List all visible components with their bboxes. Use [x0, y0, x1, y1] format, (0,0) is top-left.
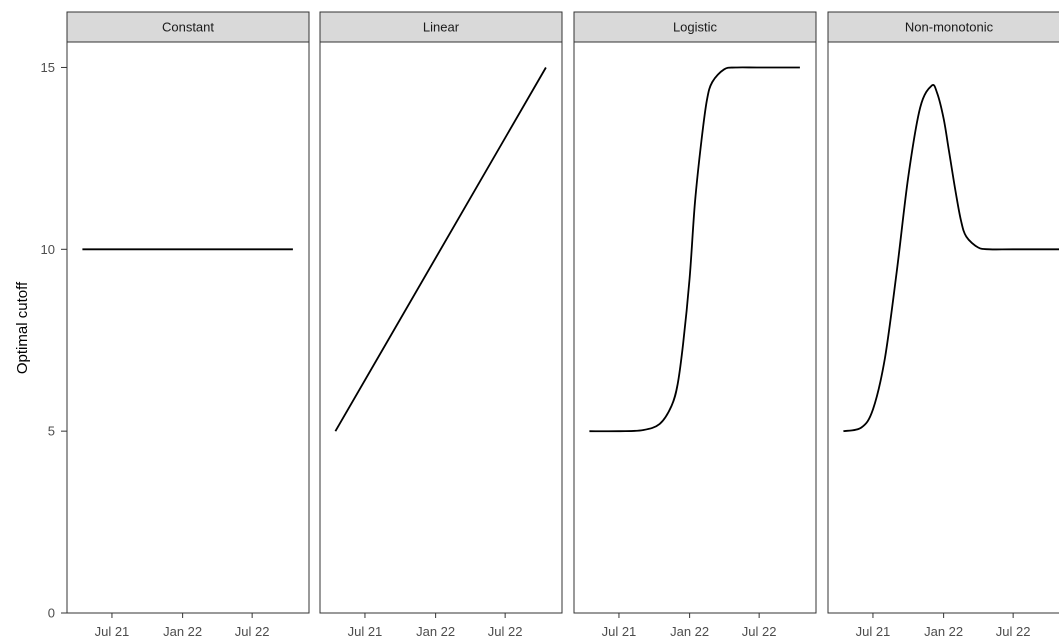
x-tick-label: Jul 21 — [856, 624, 891, 639]
x-tick-label: Jul 22 — [742, 624, 777, 639]
y-axis-ticks: 0 5 10 15 — [41, 60, 67, 621]
panel-linear: Linear Jul 21 Jan 22 Jul 22 — [319, 11, 563, 639]
series-line — [334, 67, 547, 432]
panel-border — [827, 41, 1059, 614]
x-tick-label: Jul 21 — [348, 624, 383, 639]
panel-border — [319, 41, 563, 614]
facet-panels: Constant Jul 21 Jan 22 Jul 22 Linear Jul 21 Ja… — [66, 11, 1059, 639]
x-tick-label: Jan 22 — [670, 624, 709, 639]
facet-title: Non-monotonic — [905, 20, 994, 35]
panel-constant: Constant Jul 21 Jan 22 Jul 22 — [66, 11, 310, 639]
y-axis-label: Optimal cutoff — [14, 281, 31, 374]
x-tick-label: Jul 22 — [235, 624, 270, 639]
panel-non-monotonic: Non-monotonic Jul 21 Jan 22 Jul 22 — [827, 11, 1059, 639]
facet-strip — [827, 11, 1059, 43]
y-tick-label: 5 — [48, 424, 55, 439]
y-tick-label: 15 — [41, 60, 55, 75]
x-tick-label: Jan 22 — [416, 624, 455, 639]
x-tick-label: Jul 22 — [488, 624, 523, 639]
x-tick-label: Jan 22 — [163, 624, 202, 639]
facet-strip — [573, 11, 817, 43]
y-tick-label: 0 — [48, 606, 55, 621]
facet-strip — [66, 11, 310, 43]
facet-title: Linear — [423, 20, 460, 35]
facet-title: Constant — [162, 20, 214, 35]
facet-title: Logistic — [673, 20, 718, 35]
panel-border — [66, 41, 310, 614]
y-tick-label: 10 — [41, 242, 55, 257]
x-tick-label: Jul 22 — [996, 624, 1031, 639]
panel-logistic: Logistic Jul 21 Jan 22 Jul 22 — [573, 11, 817, 639]
x-tick-label: Jul 21 — [95, 624, 130, 639]
x-tick-label: Jan 22 — [924, 624, 963, 639]
x-tick-label: Jul 21 — [602, 624, 637, 639]
panel-border — [573, 41, 817, 614]
series-line — [589, 66, 800, 433]
series-line — [843, 84, 1059, 433]
